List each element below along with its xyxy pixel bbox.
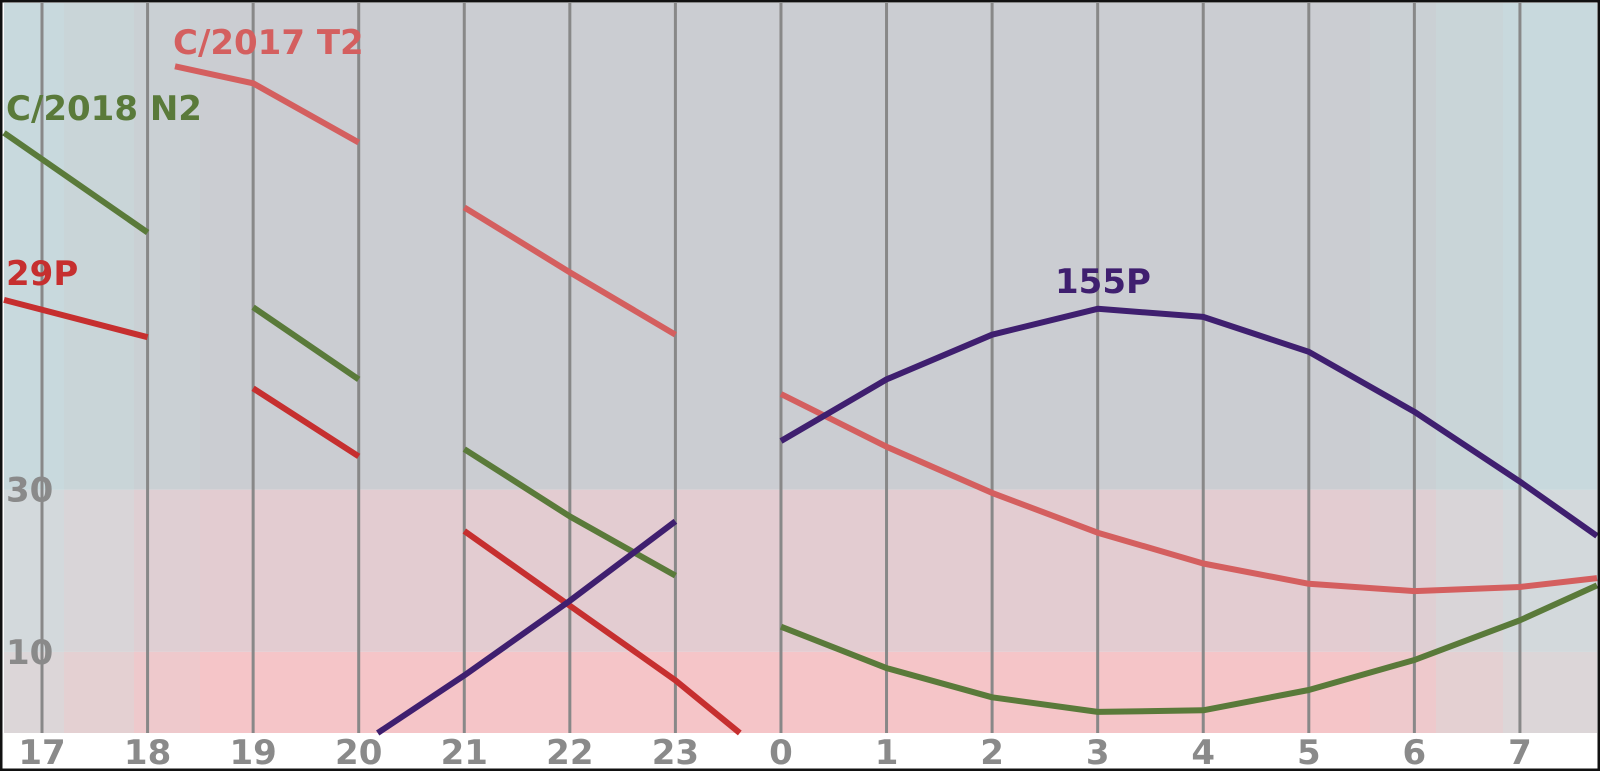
twilight-shade (134, 3, 200, 733)
twilight-shade (4, 3, 64, 733)
x-tick-label: 22 (546, 733, 593, 771)
series-line (174, 63, 1598, 595)
x-tick-label: 21 (441, 733, 488, 771)
series-label: C/2017 T2 (173, 23, 364, 63)
x-tick-label: 23 (652, 733, 699, 771)
series-line (376, 305, 1599, 736)
x-tick-label: 1 (875, 733, 899, 771)
x-tick-label: 19 (229, 733, 276, 771)
x-tick-label: 2 (980, 733, 1004, 771)
altitude-band (4, 489, 1597, 652)
x-tick-label: 18 (124, 733, 171, 771)
x-tick-label: 3 (1086, 733, 1110, 771)
altitude-band (4, 3, 1597, 490)
altitude-band (4, 651, 1597, 733)
x-tick-label: 6 (1403, 733, 1427, 771)
y-tick-label: 10 (6, 633, 53, 673)
series-line (3, 296, 742, 736)
twilight-shade (1436, 3, 1503, 733)
x-tick-label: 4 (1191, 733, 1215, 771)
x-tick-label: 17 (18, 733, 65, 771)
twilight-shade (64, 3, 134, 733)
x-tick-label: 20 (335, 733, 382, 771)
series-label: 29P (6, 254, 78, 294)
series-label: 155P (1055, 262, 1151, 302)
x-tick-label: 0 (769, 733, 793, 771)
x-tick-label: 7 (1508, 733, 1532, 771)
twilight-shade (1370, 3, 1436, 733)
y-tick-label: 30 (6, 471, 53, 511)
series-line (2, 130, 1599, 715)
series-label: C/2018 N2 (6, 89, 202, 129)
x-tick-label: 5 (1297, 733, 1321, 771)
